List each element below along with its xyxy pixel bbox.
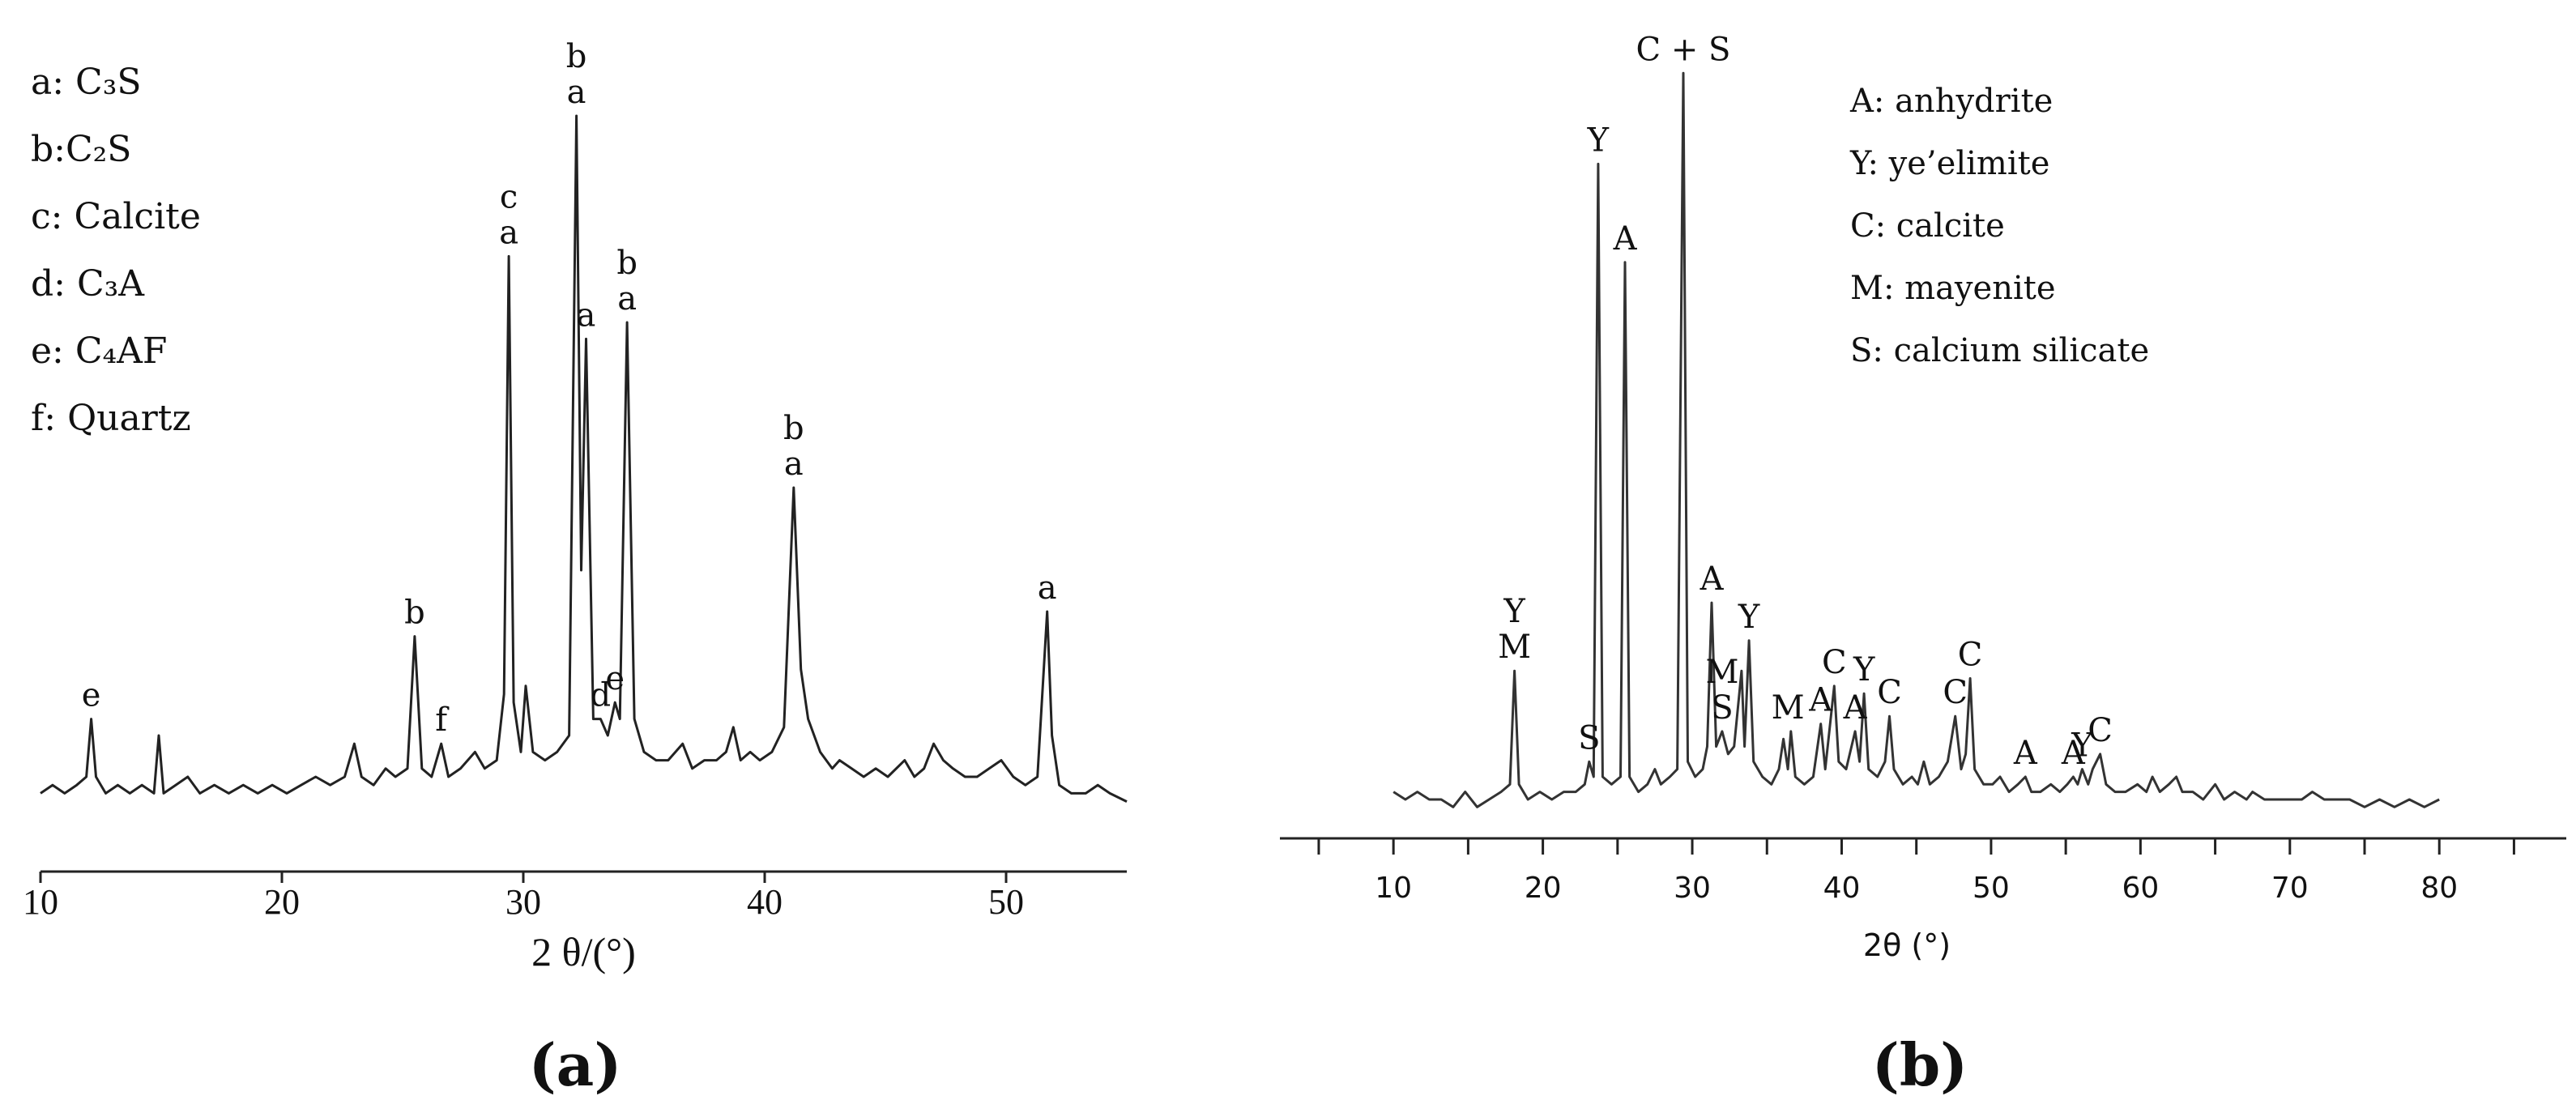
x-tick-label: 30 [1674,872,1711,905]
xrd-pattern [1392,71,2440,808]
peak-label: f [435,701,450,739]
peak-label: C [1943,674,1968,711]
x-axis-label: 2 θ/(°) [531,929,636,974]
peak-label: M [1772,689,1805,727]
peak-label: S [1578,719,1600,757]
peak-label: Y [1853,651,1875,689]
x-tick-label: 40 [1823,872,1861,905]
peak-label: a [1038,569,1057,607]
peak-label: C [1958,637,1983,674]
legend-entry: A: anhydrite [1849,83,2053,120]
peak-label: A [1613,220,1638,258]
peak-label: M [1705,654,1738,691]
peak-label: a [784,446,804,483]
x-tick-label: 20 [264,882,300,922]
peak-label: Y [1738,599,1760,636]
peak-label: d [591,677,612,714]
peak-label: a [617,280,637,318]
peak-label: A [2061,735,2086,772]
x-tick-label: 30 [505,882,541,922]
peak-label: e [82,677,101,714]
legend-entry: b:C₂S [31,129,131,170]
x-tick-label: 50 [1973,872,2010,905]
peak-label: e [605,660,625,697]
legend-entry: Y: ye’elimite [1849,145,2049,182]
peak-label: A [1700,561,1725,598]
peak-label: c [500,178,518,215]
peak-label: a [567,74,586,111]
peak-label: b [404,595,425,632]
legend-entry: f: Quartz [31,398,191,439]
peak-label: A [1843,689,1868,727]
peak-label: A [2013,735,2038,772]
x-axis-label: 2θ (°) [1863,927,1951,963]
peak-label: a [577,296,596,334]
peak-label: C [1877,674,1902,711]
peak-label: M [1498,629,1531,666]
peak-label: A [1808,682,1833,719]
legend-entry: d: C₃A [31,263,145,305]
legend-entry: c: Calcite [31,196,201,237]
legend-entry: S: calcium silicate [1850,332,2149,369]
x-tick-label: 50 [988,882,1024,922]
legend-entry: a: C₃S [31,62,142,103]
peak-label: b [783,410,804,447]
peak-label: C [1822,644,1847,681]
x-tick-label: 10 [23,882,58,922]
panel-label: (b) [1872,1030,1968,1099]
peak-label: C [2088,712,2113,749]
peak-label: a [499,214,518,251]
peak-label: Y [2071,727,2093,765]
x-tick-label: 10 [1375,872,1412,905]
panel-label: (a) [529,1030,622,1099]
peak-label: b [566,38,587,75]
legend-entry: C: calcite [1850,207,2005,245]
x-tick-label: 70 [2271,872,2309,905]
peak-label: b [616,245,638,282]
peak-label: Y [1587,122,1610,159]
peak-label: S [1711,689,1733,727]
peak-label: Y [1503,593,1525,630]
legend-entry: M: mayenite [1850,270,2056,307]
x-tick-label: 80 [2420,872,2458,905]
x-tick-label: 20 [1525,872,1562,905]
xrd-pattern [40,114,1128,803]
peak-label: C + S [1636,31,1731,68]
legend-entry: e: C₄AF [31,330,167,372]
x-tick-label: 40 [747,882,783,922]
x-tick-label: 60 [2122,872,2159,905]
